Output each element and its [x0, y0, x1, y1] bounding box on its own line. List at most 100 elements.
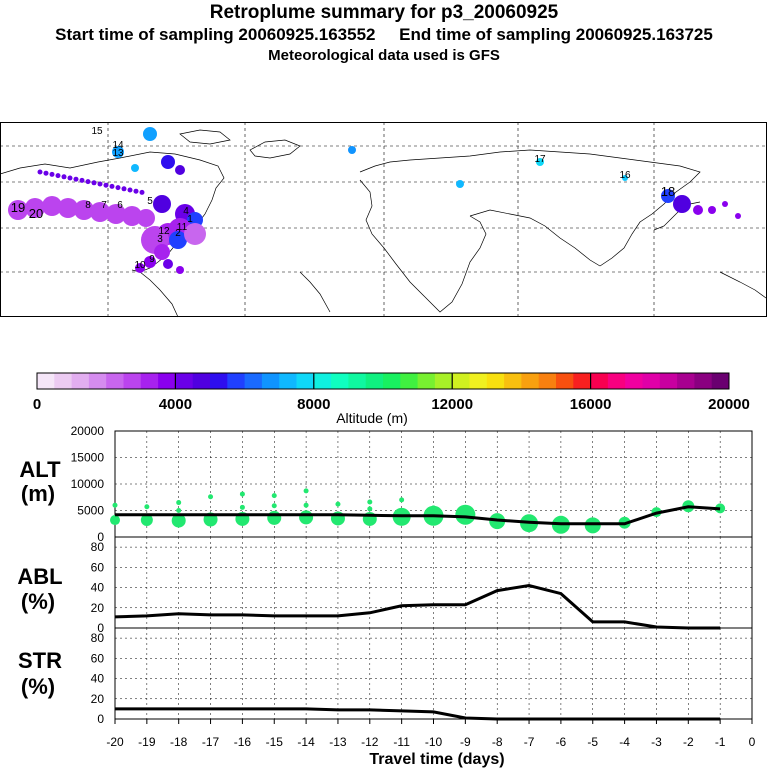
colorbar-swatch: [279, 373, 297, 389]
plume-trail-point: [121, 186, 127, 192]
map-point-label: 2: [175, 228, 181, 239]
map-point-label: 20: [29, 206, 43, 221]
abl-ylabel: ABL: [17, 564, 62, 589]
colorbar-swatch: [192, 373, 211, 389]
x-tick-label: -11: [393, 735, 410, 749]
alt-point: [715, 503, 726, 514]
colorbar-swatch: [659, 373, 678, 389]
plume-point: [622, 175, 628, 181]
colorbar-tick-label: 12000: [431, 396, 473, 413]
plume-trail-point: [139, 189, 145, 195]
x-tick-label: -4: [619, 735, 630, 749]
plume-point: [661, 189, 675, 203]
map-point-label: 15: [91, 126, 103, 137]
alt-point: [455, 504, 476, 525]
plume-point: [144, 256, 156, 268]
str-ytick-label: 80: [91, 631, 105, 645]
alt-point-small: [112, 502, 118, 508]
colorbar-swatch: [521, 373, 540, 389]
plume-point: [536, 158, 544, 166]
alt-point-small: [271, 493, 277, 499]
alt-ytick-label: 5000: [77, 504, 104, 518]
plume-point: [735, 213, 741, 219]
plume-point: [8, 200, 28, 220]
alt-point: [299, 510, 314, 525]
colorbar-swatch: [348, 373, 367, 389]
plume-trail-point: [97, 181, 103, 187]
alt-point-small: [303, 488, 309, 494]
colorbar-tick-label: 20000: [708, 396, 750, 413]
colorbar-swatch: [642, 373, 661, 389]
colorbar-swatch: [365, 373, 384, 389]
colorbar-swatch: [573, 373, 591, 389]
colorbar-swatch: [88, 373, 107, 389]
colorbar-swatch: [469, 373, 488, 389]
plume-point: [106, 204, 126, 224]
colorbar-swatch: [71, 373, 90, 389]
plume-point: [348, 146, 356, 154]
str-ytick-label: 0: [97, 712, 104, 726]
alt-ytick-label: 20000: [71, 426, 105, 438]
plume-trail-point: [109, 183, 115, 189]
colorbar-swatch: [123, 373, 142, 389]
plume-trail-point: [91, 180, 97, 186]
map-point-label: 17: [534, 154, 546, 165]
alt-gridlines: [115, 431, 752, 537]
alt-ylabel: ALT: [19, 457, 61, 482]
plume-point: [161, 155, 175, 169]
plume-point: [143, 127, 157, 141]
colorbar-swatch: [417, 373, 436, 389]
colorbar-swatch: [140, 373, 159, 389]
plume-point: [175, 165, 185, 175]
x-axis-label: Travel time (days): [369, 751, 504, 768]
plume-point: [25, 198, 45, 218]
map-point-label: 12: [158, 226, 170, 237]
alt-ytick-label: 0: [97, 530, 104, 544]
alt-point-small: [303, 502, 309, 508]
plume-point: [456, 180, 464, 188]
map-point-label: 16: [619, 170, 631, 181]
colorbar-swatches: [37, 373, 730, 389]
colorbar-swatch: [331, 373, 349, 389]
colorbar-title: Altitude (m): [336, 410, 408, 426]
x-tick-label: -20: [106, 735, 124, 749]
str-line: [115, 707, 721, 721]
map-point-label: 5: [147, 196, 153, 207]
plume-point: [708, 206, 716, 214]
map-point-label: 10: [134, 260, 146, 271]
abl-line: [114, 583, 721, 630]
str-ytick-labels: 0 20 40 60 80: [91, 631, 105, 726]
colorbar: 0 4000 8000 12000 16000 20000 Altitude (m): [33, 372, 750, 426]
map-point-label: 9: [149, 254, 155, 265]
plume-point: [673, 195, 691, 213]
map-point-label: 11: [177, 222, 188, 233]
plume-trail-point: [43, 170, 49, 176]
alt-ylabel-unit: (m): [21, 481, 55, 506]
plume-trail-point: [37, 169, 43, 175]
plume-point: [135, 263, 145, 273]
map-point-label: 6: [117, 200, 123, 211]
colorbar-swatch: [486, 373, 505, 389]
colorbar-swatch: [261, 373, 280, 389]
plume-trail-point: [67, 175, 73, 181]
x-tick-label: -9: [460, 735, 471, 749]
map-point-label: 19: [11, 200, 25, 215]
plume-point: [154, 244, 170, 260]
sampling-times: Start time of sampling 20060925.163552 E…: [0, 25, 768, 45]
x-tick-label: -5: [587, 735, 598, 749]
alt-point-small: [399, 497, 405, 503]
alt-point-small: [335, 501, 341, 507]
plume-points: [8, 127, 741, 274]
colorbar-tick-label: 0: [33, 396, 41, 413]
chart-title: Retroplume summary for p3_20060925: [209, 2, 559, 23]
x-tick-label: -18: [170, 735, 188, 749]
colorbar-swatch: [625, 373, 643, 389]
plume-point: [42, 196, 62, 216]
map-point-label: 7: [101, 200, 107, 211]
map-point-label: 14: [112, 140, 124, 151]
plume-point: [131, 164, 139, 172]
x-tick-labels: -20 -19 -18 -17 -16 -15 -14 -13 -12 -11 -10 -9 -8 -7-…: [106, 719, 756, 749]
colorbar-swatch: [711, 373, 730, 389]
